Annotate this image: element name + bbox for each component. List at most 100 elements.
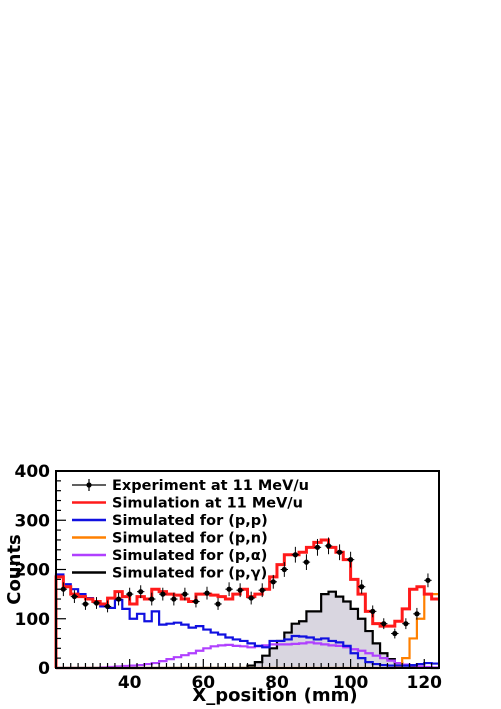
point-marker — [182, 591, 188, 597]
legend-item: Simulated for (p,α) — [72, 548, 267, 564]
point-marker — [336, 549, 343, 555]
data-point — [192, 595, 200, 608]
y-tick-label: 400 — [15, 462, 51, 482]
point-marker — [270, 579, 276, 585]
point-marker — [237, 587, 243, 593]
legend-label: Simulation at 11 MeV/u — [112, 496, 303, 512]
legend-item: Simulated for (p,γ) — [72, 566, 267, 582]
data-point — [280, 562, 289, 577]
plot-points — [59, 537, 432, 639]
legend-marker — [86, 482, 92, 488]
legend-label: Simulated for (p,n) — [112, 531, 268, 547]
x-axis-label: X_position (mm) — [192, 685, 357, 706]
y-tick-label: 0 — [38, 659, 50, 679]
point-marker — [204, 590, 210, 596]
data-point — [181, 587, 189, 601]
point-marker — [359, 584, 365, 590]
data-point — [159, 587, 167, 601]
point-marker — [325, 543, 332, 549]
data-point — [346, 551, 355, 568]
data-point — [225, 582, 233, 597]
plot-fills — [56, 591, 439, 668]
data-point — [114, 592, 123, 606]
data-point — [291, 546, 300, 563]
data-point — [369, 605, 377, 618]
data-point — [380, 618, 388, 630]
point-marker — [93, 600, 100, 606]
axis-ticks — [55, 470, 440, 669]
data-point — [402, 618, 410, 630]
y-tick-label: 300 — [15, 511, 51, 531]
data-point — [413, 607, 421, 620]
data-point — [313, 538, 322, 556]
point-marker — [116, 596, 122, 602]
y-tick-label: 200 — [15, 561, 51, 581]
data-point — [269, 574, 277, 589]
point-marker — [248, 595, 254, 601]
point-marker — [60, 586, 66, 592]
point-marker — [281, 566, 287, 573]
x-tick-label: 120 — [407, 673, 443, 693]
y-tick-labels: 0 100 200 300 400 — [15, 462, 51, 679]
point-marker — [149, 596, 155, 602]
data-point — [247, 591, 255, 605]
data-point — [125, 587, 134, 601]
data-point — [424, 573, 432, 588]
data-point — [203, 586, 211, 600]
data-point — [103, 600, 112, 613]
series-line-2 — [54, 573, 439, 668]
legend-item: Experiment at 11 MeV/u — [72, 478, 309, 494]
legend-label: Simulated for (p,p) — [112, 513, 268, 529]
point-marker — [82, 601, 89, 607]
point-marker — [403, 621, 409, 627]
point-marker — [193, 598, 199, 605]
x-tick-label: 60 — [191, 673, 215, 693]
point-marker — [381, 621, 387, 627]
point-marker — [127, 591, 133, 597]
point-marker — [425, 577, 431, 583]
point-marker — [104, 603, 111, 610]
legend-item: Simulation at 11 MeV/u — [72, 496, 303, 512]
legend-label: Experiment at 11 MeV/u — [112, 478, 309, 494]
legend-label: Simulated for (p,α) — [112, 548, 267, 564]
point-marker — [138, 589, 144, 595]
data-point — [148, 592, 156, 606]
data-point — [214, 598, 222, 610]
data-point — [137, 585, 145, 599]
x-tick-label: 40 — [118, 673, 142, 693]
data-point — [302, 554, 311, 570]
series-fill-5 — [56, 591, 439, 668]
legend-label: Simulated for (p,γ) — [112, 566, 267, 582]
point-marker — [292, 552, 298, 558]
legend-item: Simulated for (p,p) — [72, 513, 268, 529]
legend-item: Simulated for (p,n) — [72, 531, 268, 547]
data-point — [258, 583, 266, 598]
x-tick-labels: 40 60 80 100 120 — [118, 673, 442, 693]
x-tick-label: 80 — [265, 673, 289, 693]
legend: Experiment at 11 MeV/u Simulation at 11 M… — [72, 478, 309, 582]
point-marker — [370, 608, 376, 614]
data-point — [357, 579, 366, 594]
point-marker — [348, 557, 354, 563]
point-marker — [71, 593, 78, 600]
point-marker — [171, 596, 177, 602]
data-point — [70, 590, 79, 603]
point-marker — [414, 611, 420, 617]
data-point — [324, 537, 333, 555]
data-point — [92, 597, 101, 609]
data-point — [391, 628, 399, 639]
data-point — [170, 592, 178, 606]
point-marker — [303, 559, 310, 565]
x-tick-label: 100 — [333, 673, 369, 693]
point-marker — [259, 587, 265, 593]
y-axis-label: Counts — [4, 534, 25, 605]
point-marker — [314, 544, 321, 550]
data-point — [236, 583, 244, 598]
point-marker — [392, 630, 398, 637]
data-point — [81, 598, 90, 610]
data-point — [335, 544, 344, 561]
point-marker — [226, 586, 232, 592]
point-marker — [215, 601, 221, 607]
point-marker — [160, 591, 166, 597]
